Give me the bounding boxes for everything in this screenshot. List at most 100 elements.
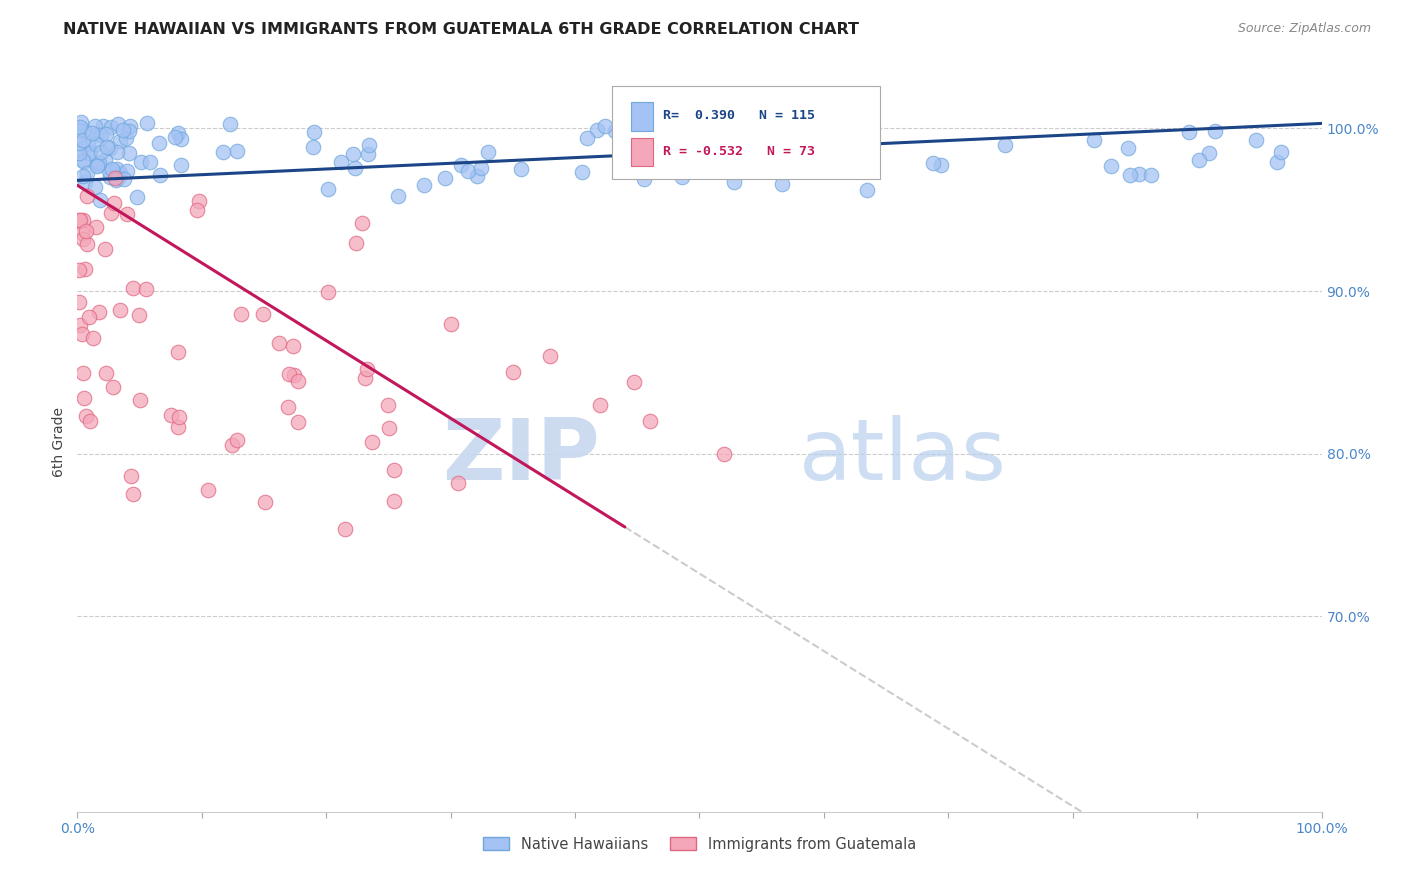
Point bbox=[98, 163, 121, 178]
Point bbox=[67, 122, 90, 136]
Point bbox=[382, 463, 405, 477]
Point bbox=[73, 176, 96, 190]
Point bbox=[254, 495, 277, 509]
Point bbox=[713, 447, 735, 461]
Point bbox=[84, 119, 107, 133]
Point bbox=[120, 468, 142, 483]
Text: ZIP: ZIP bbox=[443, 415, 600, 498]
Point bbox=[105, 162, 128, 177]
Point bbox=[160, 408, 183, 422]
Point bbox=[79, 414, 101, 428]
Point bbox=[163, 129, 186, 144]
Point bbox=[502, 365, 524, 379]
Point bbox=[148, 136, 170, 150]
Point bbox=[107, 171, 129, 186]
Point bbox=[72, 213, 94, 227]
Text: R=  0.390   N = 115: R= 0.390 N = 115 bbox=[664, 110, 815, 122]
Point bbox=[139, 155, 162, 169]
Point bbox=[69, 115, 91, 129]
Point bbox=[723, 138, 745, 153]
Point bbox=[72, 154, 94, 169]
Point bbox=[641, 129, 664, 144]
Point bbox=[457, 164, 479, 178]
Point bbox=[101, 161, 124, 176]
Point bbox=[633, 172, 655, 186]
Point bbox=[122, 487, 145, 501]
Point bbox=[922, 156, 945, 170]
Point bbox=[80, 126, 103, 140]
Point bbox=[1198, 145, 1220, 160]
Point bbox=[734, 153, 756, 167]
Point bbox=[166, 345, 188, 359]
Point bbox=[197, 483, 219, 497]
Point bbox=[76, 236, 98, 251]
Point bbox=[269, 335, 291, 350]
Point bbox=[465, 169, 488, 183]
Point bbox=[110, 166, 132, 180]
Point bbox=[377, 398, 399, 412]
Point bbox=[787, 137, 810, 152]
Point bbox=[67, 136, 90, 150]
Point bbox=[225, 144, 247, 158]
Point bbox=[671, 170, 693, 185]
Point bbox=[76, 165, 98, 179]
Point bbox=[86, 137, 108, 152]
Point bbox=[830, 152, 852, 166]
Point bbox=[69, 318, 91, 332]
Point bbox=[378, 421, 401, 435]
Point bbox=[108, 134, 131, 148]
Point bbox=[575, 131, 598, 145]
Point bbox=[72, 367, 94, 381]
Point bbox=[585, 122, 607, 136]
Point bbox=[623, 375, 645, 389]
Point bbox=[856, 183, 879, 197]
Point bbox=[470, 161, 492, 175]
Point bbox=[94, 153, 117, 168]
Point bbox=[302, 125, 325, 139]
Point bbox=[67, 141, 90, 155]
Point bbox=[70, 326, 93, 341]
Point bbox=[96, 140, 118, 154]
Point bbox=[67, 295, 90, 310]
Point bbox=[94, 242, 117, 256]
Point bbox=[447, 475, 470, 490]
Point bbox=[82, 331, 104, 345]
Point bbox=[131, 155, 153, 169]
Point bbox=[603, 124, 626, 138]
Point bbox=[86, 159, 108, 173]
Point bbox=[87, 158, 110, 172]
Point bbox=[89, 193, 111, 207]
Point bbox=[136, 116, 159, 130]
Point bbox=[637, 125, 659, 139]
Point bbox=[723, 175, 745, 189]
Point bbox=[316, 285, 339, 300]
Point bbox=[170, 158, 193, 172]
Point bbox=[343, 161, 366, 175]
Point bbox=[188, 194, 211, 208]
Point bbox=[219, 117, 242, 131]
Point bbox=[112, 171, 135, 186]
Point bbox=[89, 304, 111, 318]
Point bbox=[118, 124, 141, 138]
Point bbox=[302, 140, 325, 154]
Point bbox=[352, 216, 374, 230]
Point bbox=[72, 153, 94, 168]
Point bbox=[283, 339, 305, 353]
Point bbox=[770, 177, 793, 191]
Legend: Native Hawaiians, Immigrants from Guatemala: Native Hawaiians, Immigrants from Guatem… bbox=[477, 831, 922, 858]
Point bbox=[84, 220, 107, 235]
Text: atlas: atlas bbox=[799, 415, 1007, 498]
Point bbox=[1116, 141, 1139, 155]
Point bbox=[167, 420, 190, 434]
Point bbox=[929, 158, 952, 172]
Point bbox=[354, 371, 377, 385]
Point bbox=[117, 206, 139, 220]
Point bbox=[103, 195, 125, 210]
Point bbox=[318, 182, 340, 196]
Point bbox=[167, 126, 190, 140]
Point bbox=[994, 138, 1017, 153]
Point bbox=[1178, 125, 1201, 139]
Point bbox=[86, 127, 108, 141]
Point bbox=[538, 349, 561, 363]
Point bbox=[84, 180, 107, 194]
